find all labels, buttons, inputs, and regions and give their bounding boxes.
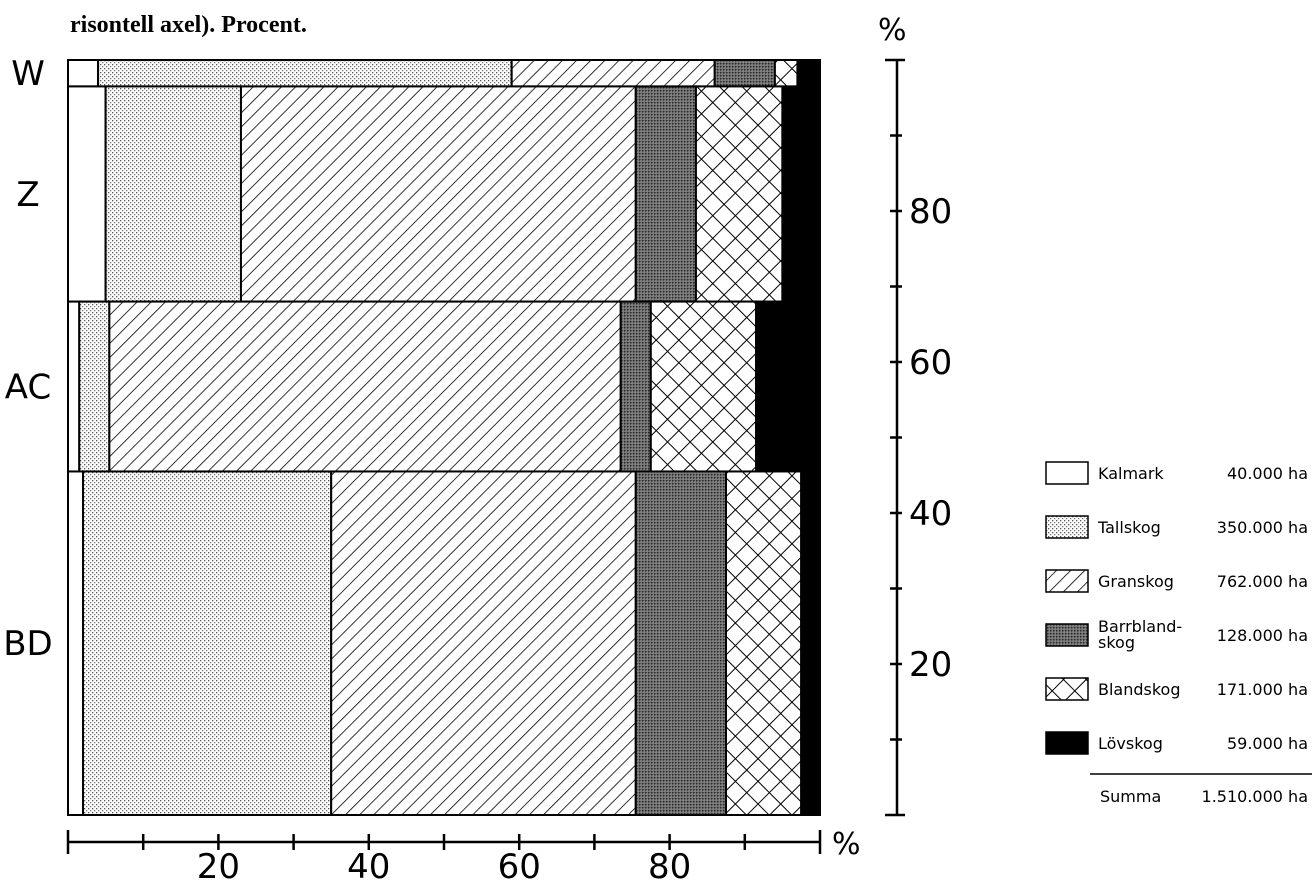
bar-segment-z-kalmark: [67, 85, 107, 303]
x-axis-unit: %: [832, 827, 861, 862]
legend-label-barrbland-line2: skog: [1098, 633, 1135, 652]
x-tick-label-60: 60: [498, 847, 541, 883]
bar-segment-w-lövskog: [796, 59, 822, 88]
bars-layer: [67, 59, 822, 816]
category-label-w: W: [11, 54, 45, 94]
bar-segment-ac-barrblandskog: [619, 300, 652, 473]
legend-swatch-kalmark: [1045, 461, 1089, 485]
legend-swatch-lövskog: [1045, 731, 1089, 755]
y-tick-label-60: 60: [909, 343, 952, 383]
bar-segment-bd-lövskog: [800, 470, 822, 816]
bar-segment-z-granskog: [239, 85, 637, 303]
bar-segment-z-tallskog: [104, 85, 242, 303]
legend-sum-label: Summa: [1100, 787, 1161, 806]
legend-label-kalmark: Kalmark: [1098, 464, 1164, 483]
chart-caption: risontell axel). Procent.: [70, 12, 307, 38]
x-axis: 20 40 60 80%: [66, 827, 861, 883]
bar-segment-z-blandskog: [694, 85, 784, 303]
category-label-z: Z: [16, 175, 39, 215]
category-label-ac: AC: [5, 368, 51, 408]
x-tick-label-40: 40: [347, 847, 390, 883]
legend-label-lövskog: Lövskog: [1098, 734, 1163, 753]
bar-segment-w-kalmark: [67, 59, 100, 88]
bar-segment-bd-kalmark: [67, 470, 85, 816]
bar-segment-z-lövskog: [781, 85, 822, 303]
legend-area-tallskog: 350.000 ha: [1217, 518, 1308, 537]
legend-swatch-tallskog: [1045, 515, 1089, 539]
bar-segment-w-blandskog: [773, 59, 799, 88]
bar-segment-ac-blandskog: [649, 300, 758, 473]
bar-segment-bd-tallskog: [82, 470, 333, 816]
y-axis: 20 40 60 80%: [878, 13, 952, 817]
legend-label-granskog: Granskog: [1098, 572, 1174, 591]
bar-segment-ac-lövskog: [755, 300, 822, 473]
legend-swatch-granskog: [1045, 569, 1089, 593]
x-tick-label-80: 80: [648, 847, 691, 883]
legend-swatch-barrbland: [1045, 623, 1089, 647]
legend-area-kalmark: 40.000 ha: [1227, 464, 1308, 483]
y-tick-label-20: 20: [909, 645, 952, 685]
y-tick-label-80: 80: [909, 192, 952, 232]
legend-label-tallskog: Tallskog: [1097, 518, 1161, 537]
category-labels: W Z AC BD: [3, 54, 53, 664]
legend-area-blandskog: 171.000 ha: [1217, 680, 1308, 699]
bar-segment-w-barrblandskog: [713, 59, 776, 88]
bar-segment-w-granskog: [510, 59, 716, 88]
legend-label-blandskog: Blandskog: [1098, 680, 1181, 699]
bar-segment-ac-tallskog: [78, 300, 111, 473]
y-tick-label-40: 40: [909, 494, 952, 534]
legend-area-granskog: 762.000 ha: [1217, 572, 1308, 591]
bar-segment-ac-kalmark: [67, 300, 81, 473]
legend-label-barrbland: Barrbland-: [1098, 617, 1182, 636]
legend: Kalmark 40.000 ha Tallskog 350.000 ha Gransk…: [1045, 461, 1312, 806]
legend-swatch-blandskog: [1045, 677, 1089, 701]
bar-segment-w-tallskog: [97, 59, 513, 88]
legend-area-lövskog: 59.000 ha: [1227, 734, 1308, 753]
legend-area-barrbland: 128.000 ha: [1217, 626, 1308, 645]
x-tick-label-20: 20: [197, 847, 240, 883]
bar-segment-bd-barrblandskog: [634, 470, 728, 816]
bar-segment-bd-granskog: [330, 470, 637, 816]
category-label-bd: BD: [3, 624, 53, 664]
legend-sum-area: 1.510.000 ha: [1202, 787, 1308, 806]
bar-segment-z-barrblandskog: [634, 85, 697, 303]
bar-segment-bd-blandskog: [725, 470, 803, 816]
bar-segment-ac-granskog: [108, 300, 622, 473]
y-axis-unit: %: [878, 13, 907, 48]
